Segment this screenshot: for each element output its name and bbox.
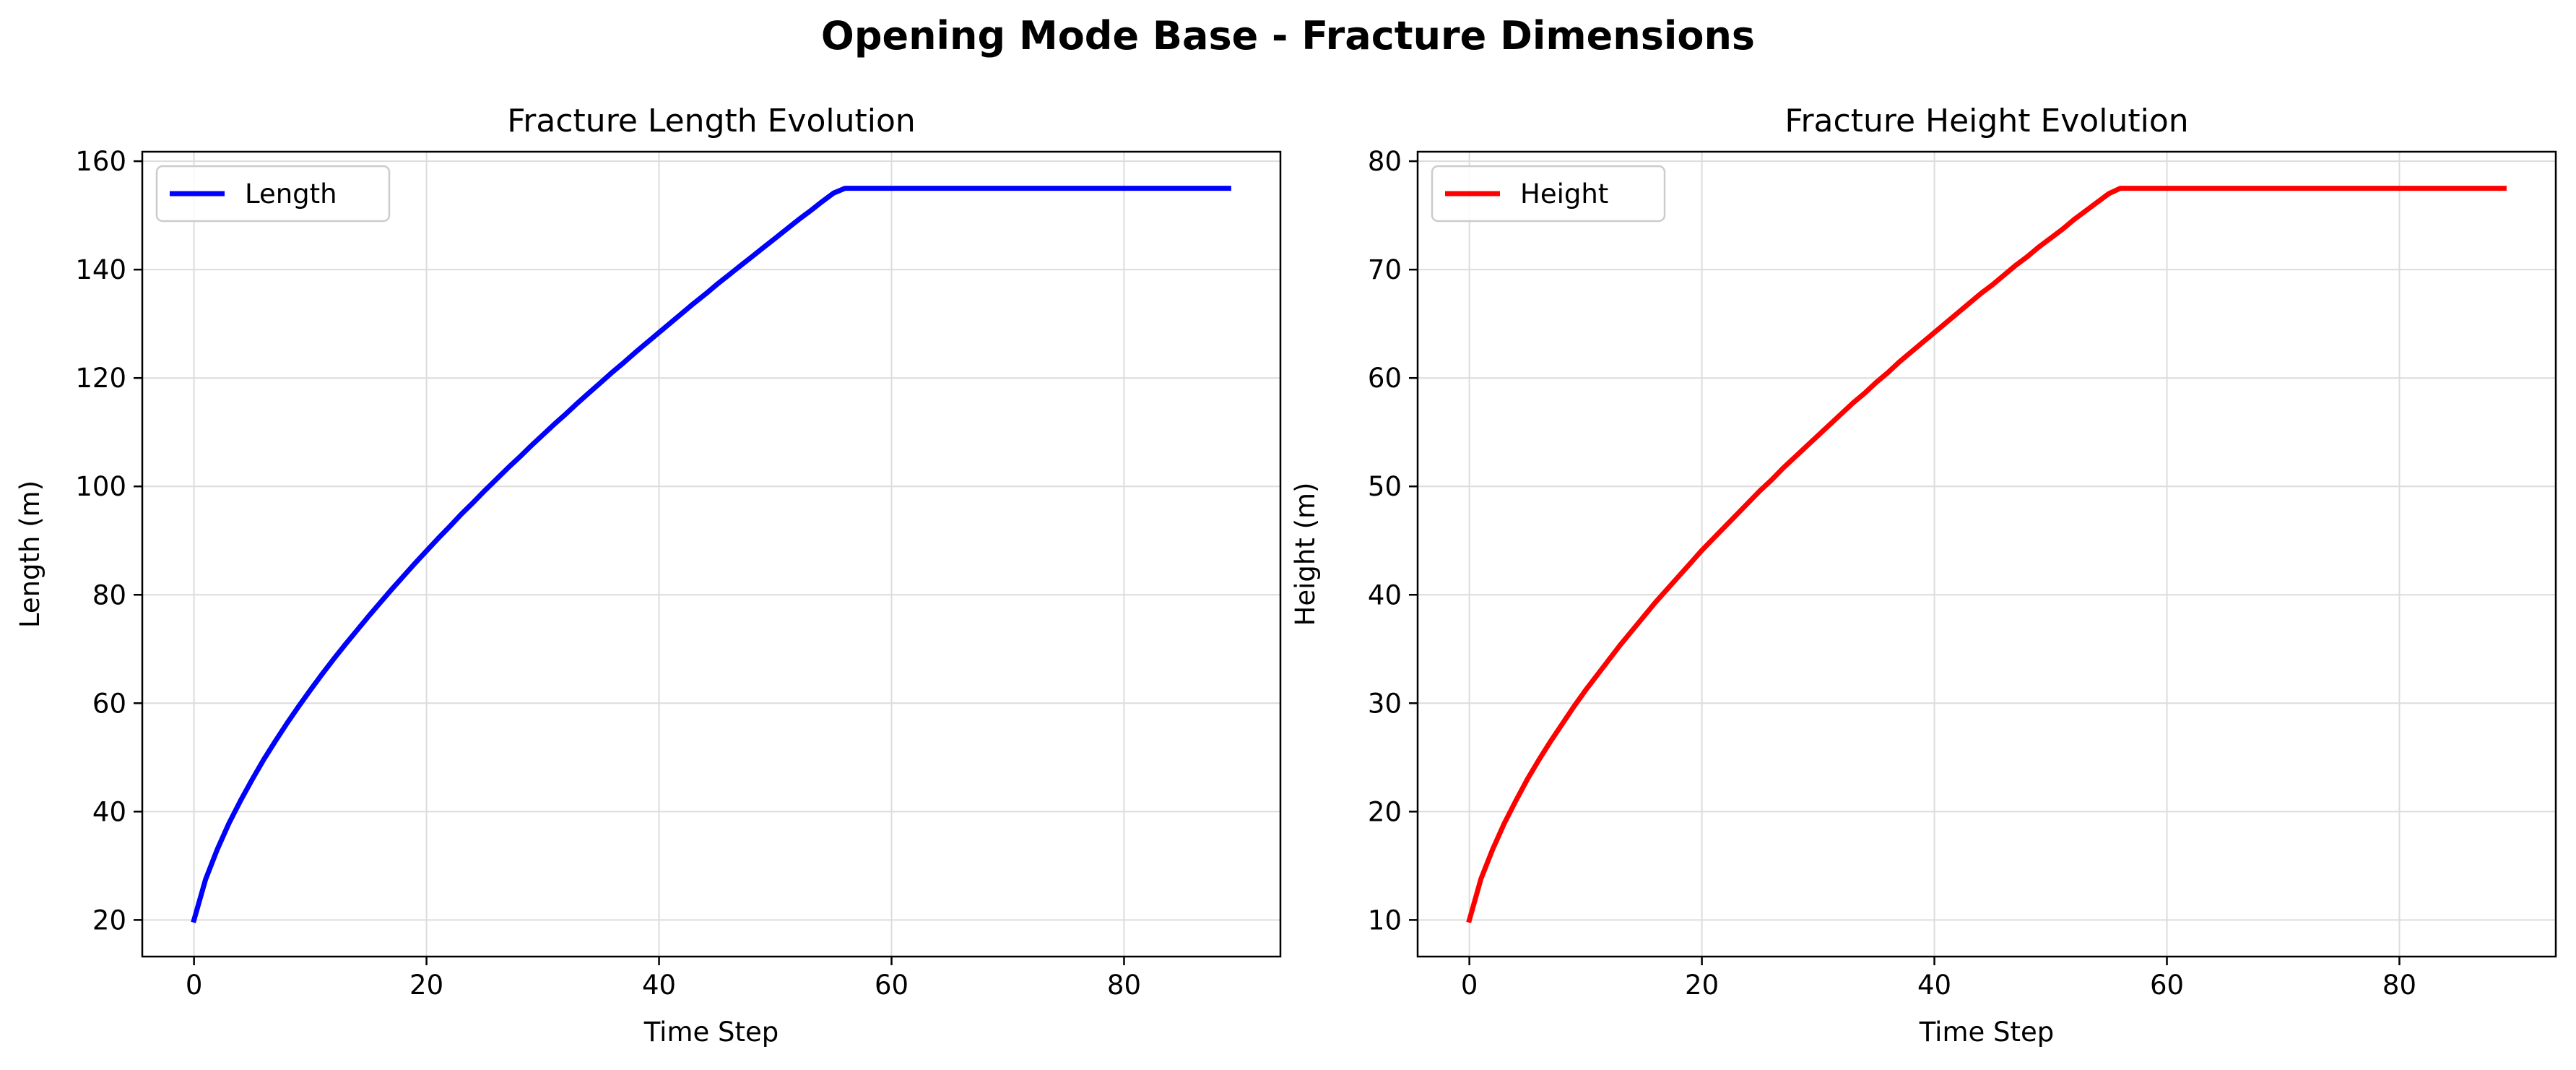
height-y-tick-label: 20	[1368, 796, 1402, 827]
length-y-tick-label: 160	[75, 146, 126, 177]
height-chart-title: Fracture Height Evolution	[1784, 103, 2188, 139]
length-legend-box	[155, 165, 391, 223]
length-x-tick-label: 80	[1107, 970, 1141, 1001]
length-chart-panel: 0 20 40 60 80 20 40 60 80 100 120 140 160 Fracture Le…	[14, 103, 1282, 1048]
height-legend: Height	[1431, 165, 1666, 223]
height-y-tick-label: 70	[1368, 254, 1402, 285]
height-y-tick-label: 30	[1368, 688, 1402, 719]
height-plot-frame	[1416, 150, 2557, 958]
length-x-tick-label: 20	[409, 970, 443, 1001]
length-y-axis-label: Length (m)	[14, 480, 45, 628]
length-series-line	[191, 186, 1231, 923]
height-x-tick-label: 60	[2150, 970, 2184, 1001]
length-x-tick-label: 60	[875, 970, 908, 1001]
length-y-tick-label: 140	[75, 254, 126, 285]
length-x-axis-label: Time Step	[643, 1017, 779, 1048]
length-legend-label: Length	[245, 178, 337, 210]
height-series-line	[1466, 186, 2507, 923]
length-x-tick-label: 40	[642, 970, 676, 1001]
length-y-tick-label: 100	[75, 471, 126, 502]
height-x-tick-label: 0	[1461, 970, 1478, 1001]
height-y-axis-label: Height (m)	[1290, 483, 1321, 626]
length-y-tick-label: 120	[75, 363, 126, 394]
length-chart-title: Fracture Length Evolution	[507, 103, 916, 139]
height-y-tick-label: 10	[1368, 905, 1402, 936]
length-y-tick-label: 20	[92, 905, 126, 936]
height-chart-panel: 0 20 40 60 80 10 20 30 40 50 60 70 80 Fracture Height…	[1290, 103, 2557, 1048]
length-y-tick-label: 60	[92, 688, 126, 719]
height-y-tick-label: 80	[1368, 146, 1402, 177]
height-legend-label: Height	[1520, 178, 1608, 210]
length-legend: Length	[155, 165, 391, 223]
height-x-tick-label: 80	[2382, 970, 2416, 1001]
length-plot-frame	[141, 150, 1282, 958]
length-x-tick-label: 0	[186, 970, 203, 1001]
height-x-axis-label: Time Step	[1919, 1017, 2055, 1048]
height-y-tick-label: 60	[1368, 363, 1402, 394]
height-legend-box	[1431, 165, 1666, 223]
length-y-tick-label: 80	[92, 579, 126, 610]
length-y-tick-label: 40	[92, 796, 126, 827]
height-y-tick-label: 40	[1368, 579, 1402, 610]
height-y-tick-label: 50	[1368, 471, 1402, 502]
height-x-tick-label: 20	[1685, 970, 1719, 1001]
figure-title: Opening Mode Base - Fracture Dimensions	[820, 13, 1756, 59]
height-x-tick-label: 40	[1917, 970, 1951, 1001]
